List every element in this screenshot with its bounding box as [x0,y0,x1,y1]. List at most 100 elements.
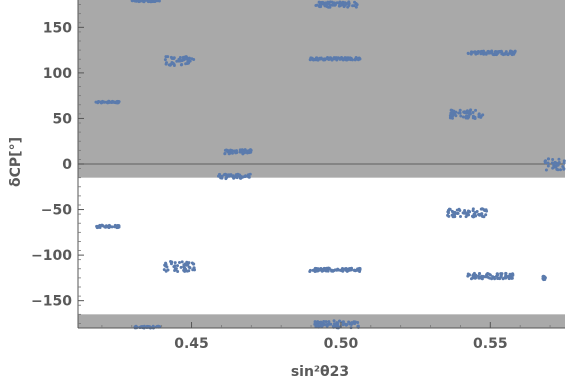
data-point [330,58,334,62]
data-point [467,110,471,114]
data-point [481,113,485,117]
data-point [357,266,361,270]
data-point [562,161,566,165]
y-axis-label: δCP[°] [8,137,24,187]
data-point [232,176,236,180]
data-point [466,52,470,56]
data-point [447,207,451,211]
data-point [326,0,330,4]
data-point [488,273,492,277]
data-point [466,209,470,213]
data-point [453,211,457,215]
data-point [114,225,118,229]
data-point [473,116,477,120]
data-point [474,273,478,277]
data-point [331,324,335,328]
data-point [94,100,98,104]
data-point [553,160,557,164]
data-point [481,214,485,218]
y-tick-label: −150 [31,294,72,310]
data-point [338,319,342,323]
data-point [130,0,134,3]
data-point [471,214,475,218]
data-point [478,276,482,280]
data-point [452,109,456,113]
data-point [166,55,170,59]
data-point [499,274,503,278]
y-tick-label: 150 [43,20,72,36]
data-point [463,111,467,115]
data-point [453,215,457,219]
data-point [356,57,360,61]
data-point [327,322,331,326]
data-point [315,56,319,60]
y-tick-label: 100 [43,66,72,82]
data-point [559,168,563,172]
data-point [321,0,325,4]
data-point [480,207,484,211]
x-tick-labels: 0.45 0.50 0.55 [174,336,507,352]
data-point [228,174,232,178]
data-point [471,110,475,114]
data-point [543,161,547,165]
data-point [192,262,196,266]
data-point [556,168,560,172]
data-point [477,113,481,117]
data-point [311,58,315,62]
data-point [166,268,170,272]
data-point [176,264,179,268]
data-point [544,168,548,172]
data-point [325,324,329,328]
data-point [472,273,476,277]
data-point [322,58,326,62]
y-tick-labels: −150 −100 −50 0 50 100 150 [31,20,72,309]
data-point [319,323,323,326]
data-point [239,176,243,180]
data-point [341,323,345,327]
data-point [153,0,157,3]
data-point [249,148,252,152]
data-point [450,213,454,217]
data-point [172,265,176,269]
data-point [219,176,223,180]
data-point [171,61,175,65]
data-point [450,116,454,120]
data-point [170,260,174,264]
data-point [330,268,334,272]
data-point [316,320,320,324]
data-point [313,266,317,270]
data-point [247,175,251,179]
data-point [491,52,495,56]
data-point [217,174,221,178]
data-point [234,151,238,155]
data-point [490,277,494,281]
data-point [338,57,342,61]
data-point [180,63,184,67]
data-point [479,51,483,55]
data-point [243,151,247,155]
data-point [226,173,230,177]
data-point [347,320,351,324]
data-point [356,320,360,324]
data-point [163,58,167,62]
data-point [483,275,487,279]
data-point [100,223,104,227]
data-point [493,277,497,281]
data-point [551,166,555,170]
data-point [477,272,481,276]
data-point [541,275,545,279]
data-point [178,261,181,265]
data-point [557,157,561,161]
data-point [502,52,506,56]
data-point [242,148,246,152]
data-point [332,319,336,323]
data-point [315,3,319,7]
data-point [308,57,312,61]
data-point [180,260,184,264]
data-point [323,269,327,273]
data-point [458,214,462,218]
data-point [327,266,331,270]
data-point [546,161,550,165]
data-point [511,273,515,277]
